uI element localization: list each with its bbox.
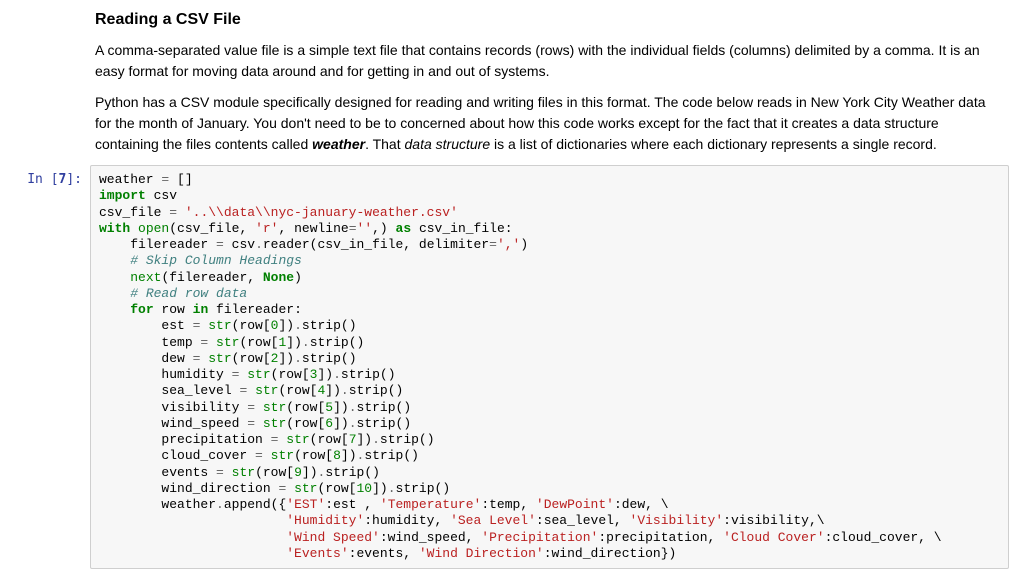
heading: Reading a CSV File (95, 8, 999, 32)
input-prompt: In [7]: (15, 165, 90, 190)
paragraph-2: Python has a CSV module specifically des… (95, 92, 999, 155)
code-input-area[interactable]: weather = [] import csv csv_file = '..\\… (90, 165, 1009, 569)
bold-italic-weather: weather (312, 136, 365, 152)
code-cell[interactable]: In [7]: weather = [] import csv csv_file… (15, 165, 1009, 569)
text-cell: Reading a CSV File A comma-separated val… (15, 8, 1009, 155)
notebook-container: Reading a CSV File A comma-separated val… (0, 0, 1024, 577)
paragraph-1: A comma-separated value file is a simple… (95, 40, 999, 82)
italic-data-structure: data structure (405, 136, 491, 152)
code-content: weather = [] import csv csv_file = '..\\… (99, 172, 1000, 562)
